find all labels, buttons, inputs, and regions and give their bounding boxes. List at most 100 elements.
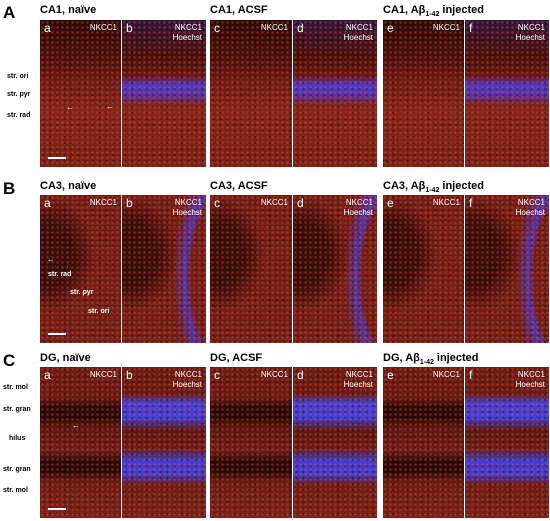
panel-letter: a [44, 368, 51, 382]
stain-label: NKCC1 Hoechst [344, 23, 373, 43]
micrograph-panel: a NKCC1 [40, 20, 121, 167]
layer-label: str. pyr [7, 91, 31, 98]
micrograph-panel: f NKCC1 Hoechst [465, 195, 549, 343]
row-letter: B [3, 179, 16, 198]
layer-label: str. rad [48, 271, 72, 278]
title-end: injected [442, 180, 484, 192]
title: CA1, ACSF [210, 4, 268, 16]
title-end: injected [436, 352, 479, 364]
arrow: ← [66, 103, 74, 112]
stain-hoechst: Hoechst [515, 208, 545, 217]
stain-hoechst: Hoechst [515, 33, 545, 42]
title-subscript: 1-42 [419, 359, 434, 367]
stain-label: NKCC1 Hoechst [173, 23, 202, 43]
stain-hoechst: Hoechst [343, 380, 373, 389]
group-title: CA1, ACSF [210, 4, 268, 16]
title: CA1, naïve [40, 4, 97, 16]
title-subscript: 1-42 [425, 187, 440, 195]
panel-letter: f [469, 21, 473, 35]
panel-letter: b [126, 196, 133, 210]
stain-nkcc1: NKCC1 [345, 23, 373, 32]
stain-hoechst: Hoechst [172, 208, 202, 217]
stain-label: NKCC1 [432, 370, 460, 379]
stain-nkcc1: NKCC1 [174, 370, 202, 379]
title: CA3, naïve [40, 180, 97, 192]
layer-label: str. mol [3, 487, 28, 494]
group-title: DG, ACSF [210, 352, 262, 364]
panel-letter: c [214, 196, 220, 210]
title: DG, Aβ [383, 352, 420, 364]
stain-label: NKCC1 Hoechst [516, 23, 545, 43]
group-title: DG, naïve [40, 352, 91, 364]
title: DG, ACSF [210, 352, 263, 364]
title: CA3, Aβ [383, 180, 426, 192]
layer-label: str. ori [7, 73, 29, 80]
layer-label: str. rad [7, 112, 31, 119]
stain-nkcc1: NKCC1 [345, 198, 373, 207]
scale-bar [48, 157, 66, 159]
micrograph-panel: f NKCC1 Hoechst [465, 20, 549, 167]
title: CA1, Aβ [383, 4, 426, 16]
panel-letter: d [297, 368, 304, 382]
micrograph-panel: b NKCC1 Hoechst [122, 367, 206, 518]
panel-letter: d [297, 21, 304, 35]
micrograph-panel: d NKCC1 Hoechst [293, 367, 377, 518]
micrograph-panel: d NKCC1 Hoechst [293, 20, 377, 167]
stain-nkcc1: NKCC1 [345, 370, 373, 379]
panel-letter: d [297, 196, 304, 210]
stain-label: NKCC1 Hoechst [173, 198, 202, 218]
layer-label: str. pyr [70, 289, 94, 296]
stain-label: NKCC1 [89, 23, 117, 32]
micrograph-panel: c NKCC1 [210, 367, 292, 518]
title: CA3, ACSF [210, 180, 268, 192]
panel-letter: b [126, 368, 133, 382]
layer-label: str. gran [3, 406, 31, 413]
panel-letter: e [387, 21, 394, 35]
title-subscript: 1-42 [425, 11, 440, 19]
layer-label: str. ori [88, 308, 110, 315]
arrow: ← [47, 255, 55, 264]
group-title: CA1, Aβ1-42 injected [383, 4, 484, 18]
row-letter: A [3, 3, 16, 22]
micrograph-panel: c NKCC1 [210, 195, 292, 343]
stain-nkcc1: NKCC1 [517, 23, 545, 32]
stain-label: NKCC1 Hoechst [516, 370, 545, 390]
stain-nkcc1: NKCC1 [174, 198, 202, 207]
title: DG, naïve [40, 352, 91, 364]
micrograph-panel: d NKCC1 Hoechst [293, 195, 377, 343]
stain-label: NKCC1 [432, 198, 460, 207]
stain-label: NKCC1 Hoechst [344, 370, 373, 390]
arrow: ← [47, 189, 55, 198]
panel-letter: b [126, 21, 133, 35]
layer-label: str. mol [3, 384, 28, 391]
group-title: CA3, Aβ1-42 injected [383, 180, 484, 194]
stain-label: NKCC1 Hoechst [516, 198, 545, 218]
stain-nkcc1: NKCC1 [517, 370, 545, 379]
group-title: CA1, naïve [40, 4, 96, 16]
stain-label: NKCC1 [89, 370, 117, 379]
micrograph-panel: f NKCC1 Hoechst [465, 367, 549, 518]
group-title: DG, Aβ1-42 injected [383, 352, 478, 366]
arrow: ← [106, 102, 114, 111]
panel-letter: a [44, 21, 51, 35]
micrograph-panel: a NKCC1 [40, 367, 121, 518]
stain-label: NKCC1 [260, 370, 288, 379]
stain-label: NKCC1 [432, 23, 460, 32]
stain-hoechst: Hoechst [172, 33, 202, 42]
micrograph-panel: a NKCC1 str. rad str. pyr str. ori [40, 195, 121, 343]
panel-letter: c [214, 368, 220, 382]
arrow: ← [72, 421, 80, 430]
title-end: injected [442, 4, 484, 16]
stain-label: NKCC1 [89, 198, 117, 207]
panel-letter: e [387, 196, 394, 210]
layer-label: hilus [9, 435, 26, 442]
panel-letter: e [387, 368, 394, 382]
micrograph-panel: e NKCC1 [383, 195, 464, 343]
panel-letter: f [469, 196, 473, 210]
micrograph-panel: e NKCC1 [383, 20, 464, 167]
micrograph-panel: c NKCC1 [210, 20, 292, 167]
stain-hoechst: Hoechst [172, 380, 202, 389]
stain-label: NKCC1 Hoechst [344, 198, 373, 218]
micrograph-panel: e NKCC1 [383, 367, 464, 518]
